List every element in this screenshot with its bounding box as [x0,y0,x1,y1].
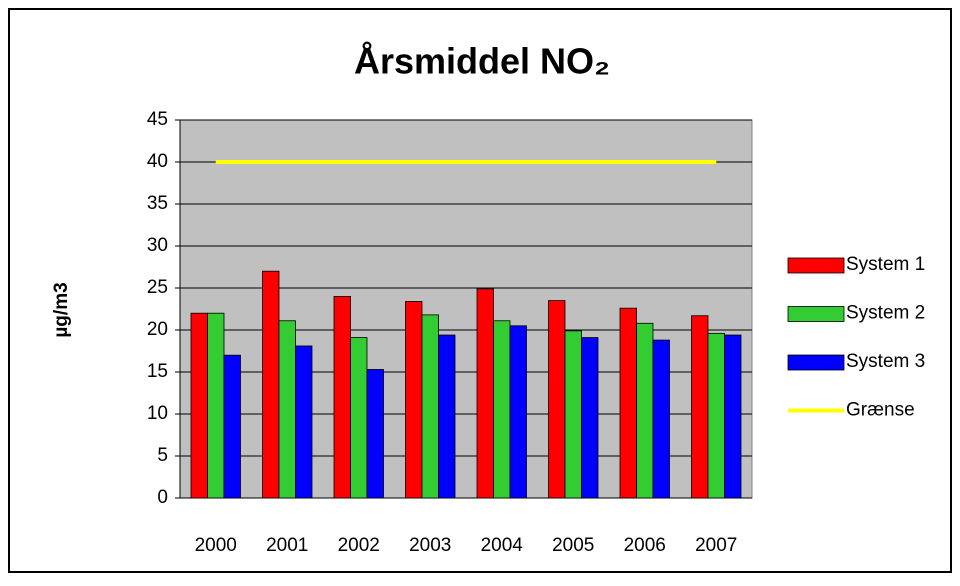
bar [691,315,709,499]
legend-swatch [787,257,845,274]
x-tick-label: 2004 [481,535,524,556]
chart-title: Årsmiddel NO₂ [354,41,610,82]
bar [262,270,280,499]
legend-swatch [787,354,845,371]
y-tick-label: 25 [147,277,168,298]
bar [564,330,582,499]
bar [476,288,494,499]
bar [438,334,456,499]
y-tick-label: 0 [157,487,168,508]
bar [581,337,599,499]
y-tick-label: 5 [157,445,168,466]
bar [509,325,527,499]
bar [350,337,368,499]
legend-label: System 3 [846,351,925,372]
x-tick-label: 2000 [195,535,237,556]
y-tick-label: 35 [147,193,168,214]
bar [295,345,313,499]
bar [707,332,725,499]
x-tick-label: 2001 [266,535,308,556]
bar [278,320,296,499]
bar [652,339,670,499]
legend-swatch [787,306,845,322]
y-tick-label: 20 [147,319,168,340]
y-tick-label: 30 [147,235,168,256]
bar [724,334,742,499]
x-tick-label: 2006 [624,535,666,556]
x-tick-label: 2002 [338,535,380,556]
y-tick-label: 45 [147,109,168,130]
legend-label: System 1 [846,254,925,275]
y-tick-label: 15 [147,361,168,382]
x-tick-label: 2007 [695,535,737,556]
bar [207,312,225,499]
legend-label: System 2 [846,303,925,324]
y-tick-label: 10 [147,403,168,424]
y-tick-label: 40 [147,151,168,172]
x-tick-label: 2005 [552,535,594,556]
x-tick-label: 2003 [409,535,451,556]
bar [333,295,351,499]
bar [190,312,208,499]
bar [619,307,637,499]
bar [493,320,511,499]
bar [366,369,384,499]
y-axis-label: µg/m3 [51,282,72,337]
bar [548,300,566,499]
bar [636,322,654,499]
legend-label: Grænse [846,400,915,421]
bar [405,301,423,499]
bar [223,354,241,499]
bar [421,314,439,499]
